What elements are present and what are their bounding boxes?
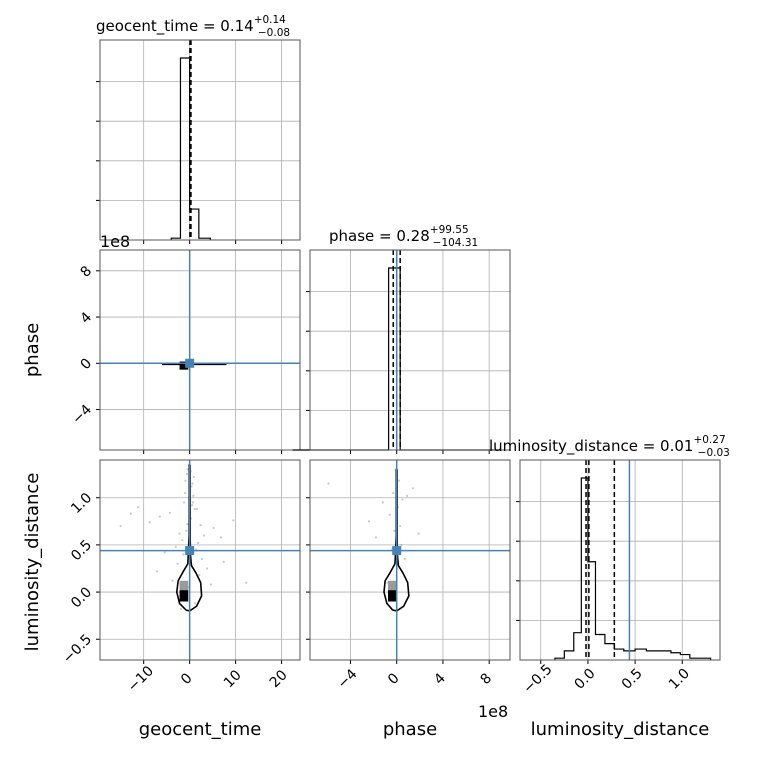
panel-background <box>100 250 300 450</box>
scatter-point <box>176 562 179 565</box>
scatter-point <box>155 570 159 573</box>
scatter-point <box>171 579 174 582</box>
scatter-point <box>399 524 402 528</box>
panel-frame <box>99 39 301 241</box>
scatter-point <box>374 536 377 539</box>
scatter-point <box>388 513 391 516</box>
scatter-point <box>191 501 194 504</box>
scatter-point <box>206 567 209 570</box>
scatter-point <box>181 539 184 542</box>
scatter-point <box>245 581 248 584</box>
scatter-point <box>192 475 195 479</box>
scatter-point <box>392 491 395 495</box>
panel-frame <box>99 459 301 661</box>
scatter-point <box>222 560 225 563</box>
truth-marker <box>185 546 195 556</box>
offset-label-phase-x: 1e8 <box>478 702 508 721</box>
truth-marker <box>392 546 402 556</box>
scatter-point <box>200 557 204 561</box>
scatter-point <box>186 523 189 526</box>
scatter-point <box>196 541 200 545</box>
density-cell <box>179 361 189 370</box>
panel-phase-hist <box>292 249 511 454</box>
title-luminosity-distance: luminosity_distance = 0.01+0.27 −0.03 <box>489 434 730 459</box>
ylabel-luminosity-distance: luminosity_distance <box>22 473 43 652</box>
scatter-point <box>119 524 122 528</box>
scatter-point <box>193 507 196 511</box>
ylabel-phase: phase <box>22 323 43 377</box>
panel-background <box>100 460 300 660</box>
scatter-point <box>198 573 201 577</box>
scatter-point <box>184 479 187 482</box>
title-phase: phase = 0.28+99.55 −104.31 <box>329 224 478 249</box>
panel-background <box>310 460 510 660</box>
panel-frame <box>309 249 511 451</box>
scatter-point <box>190 485 193 488</box>
panel-geocent-time-hist <box>96 39 301 244</box>
scatter-point <box>183 491 187 495</box>
truth-marker <box>185 358 195 368</box>
scatter-point <box>158 515 161 518</box>
scatter-point <box>182 553 185 556</box>
scatter-point <box>386 581 389 584</box>
scatter-point <box>192 494 195 497</box>
scatter-point <box>403 557 406 561</box>
scatter-point <box>179 607 183 611</box>
scatter-point <box>168 511 171 514</box>
histogram-geocent-time <box>170 57 211 240</box>
scatter-point <box>209 583 212 586</box>
scatter-point <box>190 504 194 507</box>
panel-background <box>100 40 300 240</box>
scatter-point <box>148 521 151 524</box>
scatter-point <box>202 534 206 537</box>
scatter-point <box>174 545 177 548</box>
scatter-point <box>183 501 186 504</box>
scatter-point <box>393 529 396 532</box>
xlabel-geocent-time: geocent_time <box>139 719 262 740</box>
scatter-point <box>194 602 197 605</box>
scatter-point <box>417 532 420 535</box>
scatter-point <box>401 498 404 501</box>
scatter-point <box>381 501 384 504</box>
scatter-point <box>400 543 403 547</box>
scatter-point <box>212 526 215 530</box>
scatter-point <box>411 487 414 490</box>
scatter-point <box>327 482 330 485</box>
offset-label-phase-y: 1e8 <box>100 232 130 251</box>
scatter-point <box>199 523 202 527</box>
panel-frame <box>99 249 301 451</box>
scatter-point <box>232 519 235 522</box>
scatter-point <box>367 520 371 523</box>
scatter-point <box>185 529 188 532</box>
scatter-point <box>195 507 199 511</box>
density-cell <box>388 590 397 602</box>
density-cell <box>179 590 189 602</box>
histogram-luminosity-distance <box>554 477 712 660</box>
density-cell <box>388 580 397 591</box>
scatter-point <box>129 512 132 515</box>
panel-luminosity-distance-hist: −0.5 0.0 0.5 1.0 <box>516 459 721 697</box>
scatter-point <box>186 468 189 471</box>
title-geocent-time: geocent_time = 0.14+0.14 −0.08 <box>96 14 290 39</box>
panel-phase-vs-luminosity-distance: −4 0 4 8 <box>306 459 511 692</box>
density-cell <box>179 580 189 591</box>
panel-frame <box>519 459 721 661</box>
xlabel-phase: phase <box>383 719 437 740</box>
scatter-point <box>406 494 409 497</box>
scatter-point <box>219 536 223 539</box>
panel-background <box>310 250 510 450</box>
scatter-point <box>185 473 188 476</box>
scatter-point <box>397 479 401 482</box>
scatter-point <box>163 551 166 554</box>
panel-background <box>520 460 720 660</box>
scatter-point <box>191 482 194 485</box>
scatter-point <box>178 532 181 535</box>
scatter-point <box>137 506 140 509</box>
panel-frame <box>309 459 511 661</box>
xlabel-luminosity-distance: luminosity_distance <box>531 719 710 740</box>
